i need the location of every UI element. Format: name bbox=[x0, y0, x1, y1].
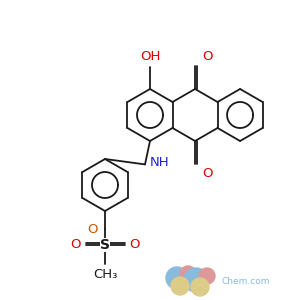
Text: Chem.com: Chem.com bbox=[221, 278, 270, 286]
Circle shape bbox=[199, 268, 215, 284]
Text: O: O bbox=[88, 223, 98, 236]
Text: O: O bbox=[70, 238, 80, 251]
Text: OH: OH bbox=[140, 50, 160, 63]
Text: S: S bbox=[100, 238, 110, 252]
Circle shape bbox=[180, 266, 196, 282]
Circle shape bbox=[166, 267, 188, 289]
Circle shape bbox=[171, 277, 189, 295]
Text: CH₃: CH₃ bbox=[93, 268, 117, 281]
Circle shape bbox=[184, 268, 208, 292]
Text: O: O bbox=[202, 167, 212, 180]
Text: NH: NH bbox=[150, 156, 170, 169]
Circle shape bbox=[191, 278, 209, 296]
Text: O: O bbox=[202, 50, 212, 63]
Text: O: O bbox=[130, 238, 140, 251]
